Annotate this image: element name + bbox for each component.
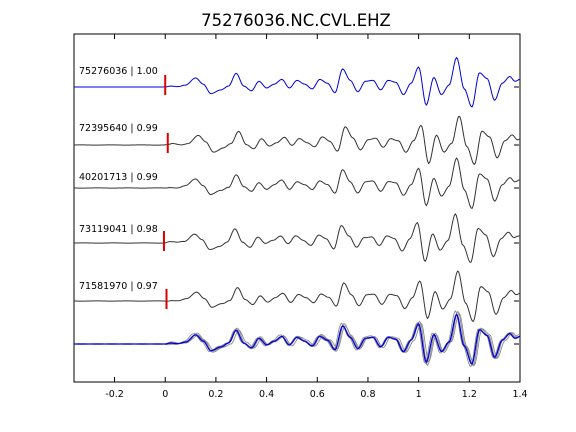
stack-overlay: [73, 310, 521, 368]
x-tick-label: 0: [162, 389, 168, 400]
x-tick-label: 1.2: [462, 389, 477, 400]
stack-reference: [74, 313, 521, 365]
trace-label: 72395640 | 0.99: [79, 123, 158, 134]
trace-label: 73119041 | 0.98: [79, 224, 158, 235]
trace-line-1: [74, 56, 521, 108]
trace-label: 75276036 | 1.00: [79, 66, 158, 77]
chart-title: 75276036.NC.CVL.EHZ: [201, 11, 391, 30]
x-axis: -0.2 0 0.2 0.4 0.6 0.8 1 1.2 1.4: [105, 34, 528, 400]
x-tick-label: 0.6: [310, 389, 325, 400]
x-tick-label: -0.2: [105, 389, 124, 400]
trace-4: 73119041 | 0.98: [73, 213, 521, 263]
trace-2: 72395640 | 0.99: [73, 115, 521, 166]
x-tick-label: 1: [416, 389, 422, 400]
trace-line-5: [73, 270, 521, 323]
trace-line-2: [73, 115, 521, 166]
trace-label: 71581970 | 0.97: [79, 281, 158, 292]
trace-1: 75276036 | 1.00: [74, 56, 521, 108]
trace-line-3: [73, 157, 521, 210]
x-tick-label: 0.8: [360, 389, 375, 400]
x-tick-label: 0.2: [208, 389, 223, 400]
x-tick-label: 1.4: [512, 389, 527, 400]
trace-line-4: [73, 213, 521, 263]
traces-layer: 75276036 | 1.00 72395640 | 0.99 40201713 |…: [73, 56, 521, 368]
trace-3: 40201713 | 0.99: [73, 157, 521, 210]
plot-area: [73, 33, 521, 383]
trace-5: 71581970 | 0.97: [73, 270, 521, 323]
stack-trace-2: [73, 312, 521, 366]
trace-label: 40201713 | 0.99: [79, 172, 158, 183]
x-tick-label: 0.4: [259, 389, 274, 400]
